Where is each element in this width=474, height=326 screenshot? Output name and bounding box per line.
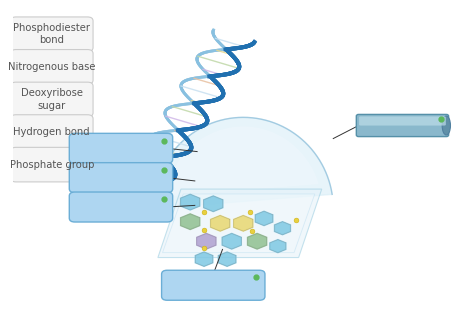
- Polygon shape: [270, 240, 286, 253]
- FancyBboxPatch shape: [69, 192, 173, 222]
- FancyBboxPatch shape: [69, 163, 173, 193]
- Polygon shape: [166, 127, 318, 196]
- FancyBboxPatch shape: [10, 17, 93, 52]
- Text: Phosphodiester
bond: Phosphodiester bond: [13, 23, 90, 45]
- Polygon shape: [153, 117, 332, 209]
- FancyBboxPatch shape: [162, 270, 265, 300]
- Polygon shape: [255, 211, 273, 226]
- Polygon shape: [247, 233, 267, 249]
- Polygon shape: [204, 196, 223, 212]
- Polygon shape: [195, 252, 213, 266]
- FancyBboxPatch shape: [69, 133, 173, 163]
- FancyBboxPatch shape: [356, 114, 448, 137]
- Ellipse shape: [442, 116, 450, 135]
- Text: Nitrogenous base: Nitrogenous base: [8, 62, 95, 72]
- Polygon shape: [163, 194, 315, 253]
- Polygon shape: [219, 252, 236, 266]
- Polygon shape: [234, 215, 253, 231]
- Text: Deoxyribose
sugar: Deoxyribose sugar: [21, 88, 83, 111]
- FancyBboxPatch shape: [10, 50, 93, 84]
- Text: Phosphate group: Phosphate group: [9, 160, 94, 170]
- FancyBboxPatch shape: [10, 115, 93, 149]
- Polygon shape: [181, 214, 200, 230]
- Polygon shape: [222, 233, 241, 249]
- Polygon shape: [181, 194, 200, 210]
- FancyBboxPatch shape: [359, 116, 446, 126]
- Text: Hydrogen bond: Hydrogen bond: [13, 127, 90, 137]
- Polygon shape: [158, 189, 322, 258]
- Polygon shape: [210, 215, 230, 231]
- Polygon shape: [197, 233, 216, 249]
- Polygon shape: [274, 222, 291, 235]
- FancyBboxPatch shape: [10, 82, 93, 117]
- FancyBboxPatch shape: [10, 147, 93, 182]
